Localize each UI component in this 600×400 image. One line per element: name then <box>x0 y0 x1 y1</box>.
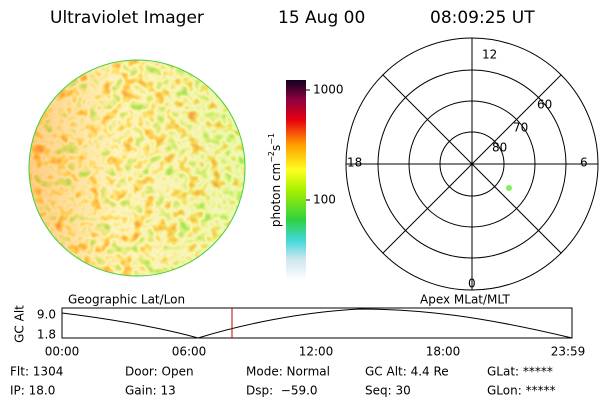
info-field: Seq: 30 <box>365 384 411 398</box>
info-field: GLat: ***** <box>487 365 553 379</box>
label-part: s <box>269 145 283 151</box>
polar-grid <box>345 37 599 291</box>
info-field: GC Alt: 4.4 Re <box>365 365 449 379</box>
label-part: photon cm <box>269 163 283 227</box>
instrument: Ultraviolet Imager <box>50 8 204 28</box>
timeline-x-tick: 00:00 <box>45 345 80 359</box>
timeline-y-label: GC Alt <box>13 305 27 343</box>
timeline-title: Apex MLat/MLT <box>420 293 510 307</box>
time: 08:09:25 UT <box>430 8 535 28</box>
image-edge <box>28 59 246 277</box>
timeline-y-tick: 1.8 <box>37 328 56 342</box>
info-field: GLon: ***** <box>487 384 556 398</box>
mlt-label: 18 <box>347 156 362 170</box>
ring-label: 60 <box>537 98 552 112</box>
timeline-title: Geographic Lat/Lon <box>68 293 185 307</box>
label-part: −1 <box>267 133 276 145</box>
mlt-label: 6 <box>580 156 588 170</box>
ring-label: 70 <box>513 121 528 135</box>
mlt-label: 0 <box>468 277 476 291</box>
colorbar-tick-label: 1000 <box>313 83 344 97</box>
colorbar-tick-label: 100 <box>313 193 336 207</box>
colorbar <box>286 80 306 280</box>
info-field: Flt: 1304 <box>10 365 63 379</box>
timeline-frame <box>61 307 573 339</box>
timeline-x-tick: 06:00 <box>172 345 207 359</box>
info-field: Gain: 13 <box>125 384 176 398</box>
altitude-curve <box>61 308 573 339</box>
info-field: Door: Open <box>125 365 194 379</box>
date: 15 Aug 00 <box>278 8 365 28</box>
timeline-y-tick: 9.0 <box>37 308 56 322</box>
info-panel: Flt: 1304 Door: Open Mode: Normal GC Alt: 4… <box>10 365 556 398</box>
label-part: −2 <box>267 151 276 163</box>
info-field: IP: 18.0 <box>10 384 55 398</box>
timeline-x-tick: 18:00 <box>426 345 461 359</box>
mlt-label: 12 <box>482 48 497 62</box>
colorbar-label: photon cm−2s−1 <box>267 133 283 227</box>
ring-label: 80 <box>492 141 507 155</box>
timeline-x-tick: 23:59 <box>551 345 586 359</box>
spacecraft-point <box>506 185 512 191</box>
info-field: Dsp: −59.0 <box>246 384 318 398</box>
info-field: Mode: Normal <box>246 365 330 379</box>
timeline-x-tick: 12:00 <box>299 345 334 359</box>
